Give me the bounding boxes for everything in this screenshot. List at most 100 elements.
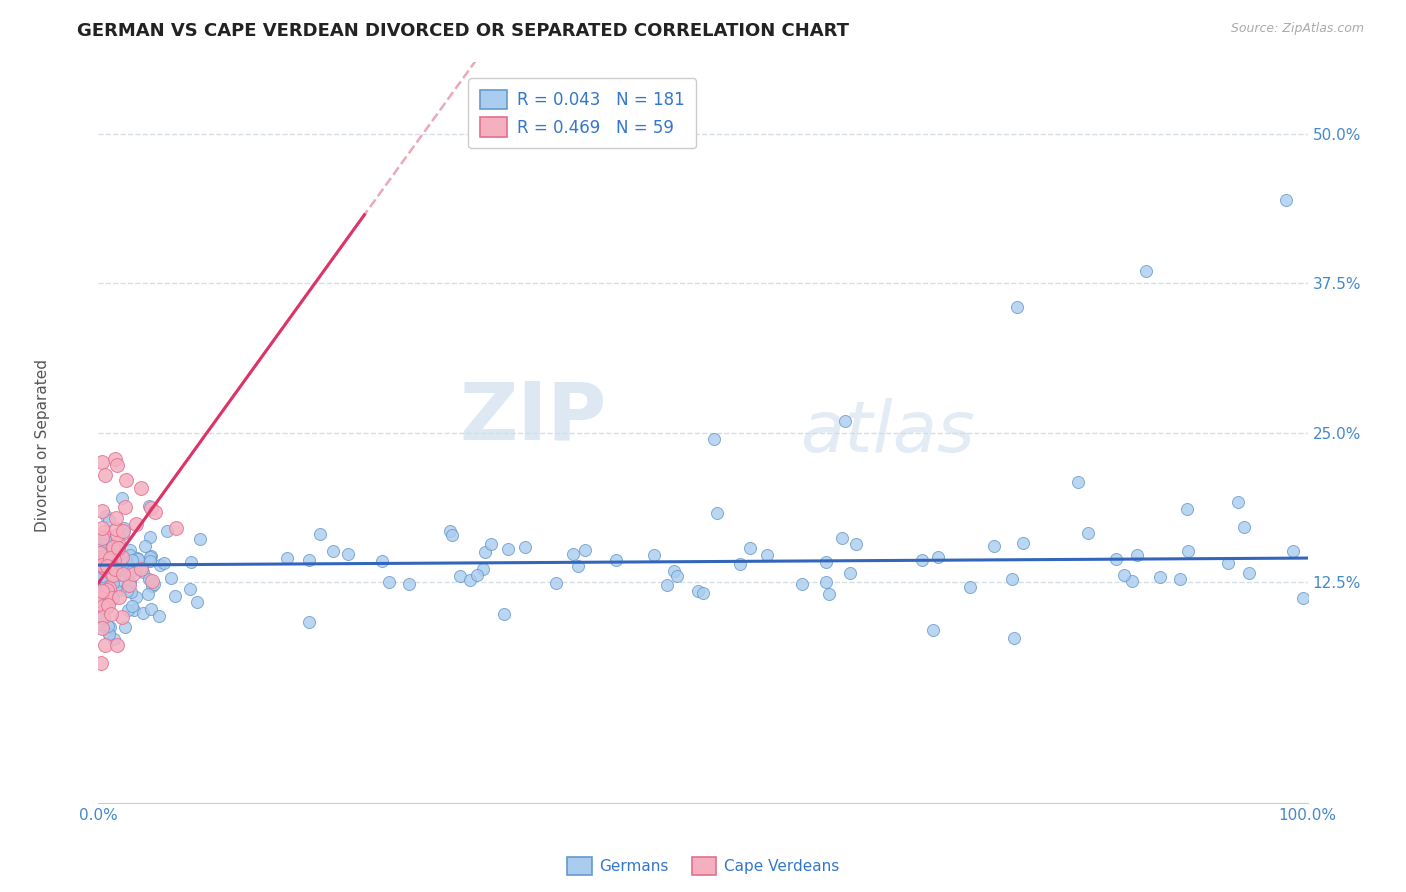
Point [94,575,117,590]
Point [93,638,115,652]
Point [298,553,321,567]
Point [138,530,160,544]
Point [93,557,115,571]
Point [100,566,122,581]
Point [90,557,112,571]
Text: Source: ZipAtlas.com: Source: ZipAtlas.com [1230,22,1364,36]
Point [1291,591,1313,605]
Point [688,584,710,599]
Point [91,566,114,580]
Point [148,608,170,623]
Point [114,620,136,634]
Point [107,458,129,472]
Point [139,549,162,564]
Point [276,551,298,566]
Point [107,535,129,549]
Point [574,543,596,558]
Point [1275,193,1298,207]
Point [91,621,114,635]
Point [111,554,134,568]
Point [370,554,392,568]
Point [101,591,124,605]
Point [98,592,121,607]
Point [115,474,138,488]
Point [143,576,166,591]
Point [96,562,118,576]
Point [120,548,142,562]
Point [132,565,155,579]
Point [818,587,841,601]
Point [105,527,128,541]
Point [117,603,139,617]
Point [1232,520,1254,534]
Point [90,569,112,583]
Point [90,656,112,670]
Point [91,532,114,546]
Point [1104,552,1126,566]
Point [143,505,166,519]
Point [107,541,129,555]
Point [129,482,152,496]
Text: Divorced or Separated: Divorced or Separated [35,359,49,533]
Point [115,584,138,599]
Point [94,573,117,587]
Point [1175,502,1198,516]
Point [91,455,114,469]
Point [96,583,118,598]
Point [605,553,627,567]
Point [89,546,111,560]
Point [97,619,120,633]
Point [458,573,481,587]
Point [1282,544,1305,558]
Point [927,549,949,564]
Point [90,558,112,573]
Point [100,588,122,602]
Point [91,583,114,598]
Point [91,567,114,582]
Point [91,564,114,578]
Point [141,579,163,593]
Point [94,596,117,610]
Point [94,541,117,555]
Point [1237,566,1260,581]
Point [107,591,129,605]
Point [567,559,589,574]
Point [108,552,131,566]
Point [474,545,496,559]
Point [165,521,187,535]
Point [179,582,201,597]
Point [655,578,678,592]
Point [94,561,117,575]
Point [94,529,117,543]
Point [755,548,778,562]
Point [96,582,118,597]
Point [104,451,127,466]
Point [108,568,131,582]
Point [97,598,120,612]
Point [89,545,111,559]
Point [815,555,838,569]
Point [129,562,152,576]
Point [96,509,118,524]
Point [662,564,685,578]
Point [138,500,160,514]
Point [111,524,134,539]
Point [120,584,142,599]
Point [738,541,761,555]
Text: atlas: atlas [800,398,974,467]
Point [91,520,114,534]
Point [515,541,537,555]
Point [309,526,332,541]
Point [120,574,142,589]
Point [104,562,127,576]
Point [89,563,111,577]
Point [90,558,112,573]
Point [105,546,128,560]
Point [1135,264,1157,278]
Point [90,610,112,624]
Point [93,468,115,483]
Point [90,591,112,606]
Point [101,557,124,571]
Point [105,522,128,536]
Point [180,555,202,569]
